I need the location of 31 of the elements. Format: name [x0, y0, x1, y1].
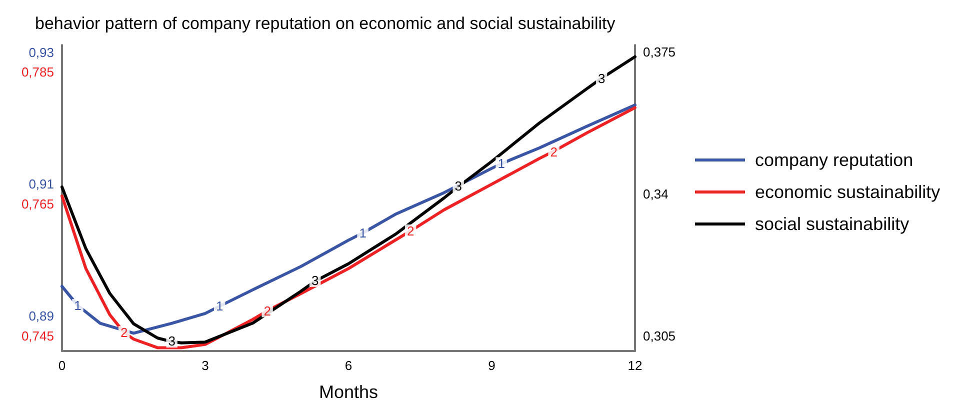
- y3-tick-label: 0,375: [643, 44, 676, 60]
- chart-title: behavior pattern of company reputation on economic and social sustainability: [35, 14, 616, 33]
- annotation: 2: [406, 223, 414, 238]
- annotation: 3: [598, 71, 606, 86]
- x-tick-label: 3: [202, 358, 209, 373]
- annotation: 1: [216, 298, 224, 314]
- annotation: 1: [359, 225, 366, 240]
- annotation: 3: [311, 272, 319, 288]
- annotation: 2: [264, 303, 271, 318]
- annotation: 2: [120, 325, 128, 340]
- x-tick-label: 0: [58, 358, 66, 373]
- x-tick-label: 6: [344, 358, 352, 373]
- y2-tick-label: 0,745: [21, 328, 54, 344]
- y3-tick-label: 0,305: [643, 328, 676, 344]
- y3-tick-label: 0,34: [643, 186, 668, 202]
- legend-label: economic sustainability: [755, 182, 940, 202]
- x-tick-label: 9: [488, 358, 496, 373]
- annotation: 2: [550, 144, 558, 160]
- y-tick-label: 0,93: [28, 44, 54, 60]
- y2-tick-label: 0,785: [21, 64, 54, 80]
- legend-label: company reputation: [755, 150, 914, 170]
- y2-tick-label: 0,765: [21, 196, 54, 212]
- y-tick-label: 0,89: [28, 308, 54, 324]
- annotation: 3: [168, 334, 176, 349]
- x-axis-title: Months: [318, 382, 378, 402]
- legend-label: social sustainability: [755, 214, 910, 234]
- y-tick-label: 0,91: [28, 176, 54, 192]
- x-tick-label: 12: [628, 358, 642, 373]
- annotation: 1: [498, 156, 505, 172]
- annotation: 3: [454, 178, 462, 194]
- annotation: 1: [74, 298, 82, 313]
